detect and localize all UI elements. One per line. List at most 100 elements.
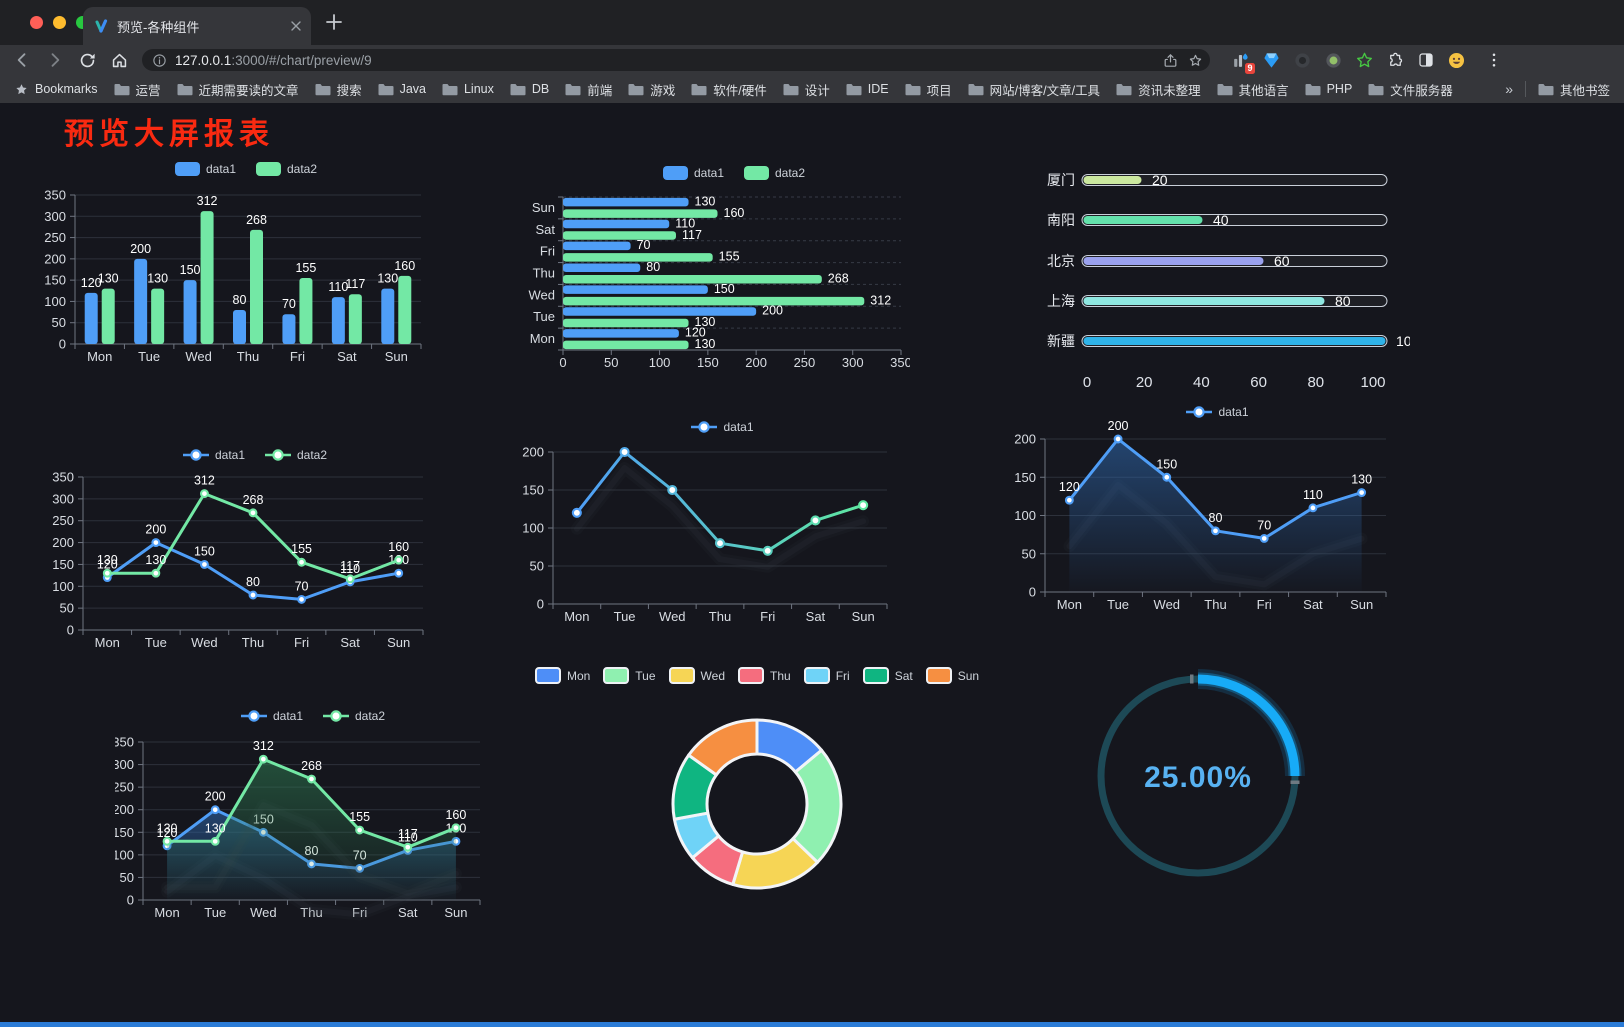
- green-circle-extension-icon[interactable]: [1324, 51, 1343, 70]
- bookmark-star-icon[interactable]: [1187, 52, 1204, 69]
- bookmark-folder[interactable]: 网站/博客/文章/工具: [968, 80, 1100, 99]
- bookmark-folder[interactable]: 其他语言: [1217, 80, 1289, 99]
- menu-dots-icon[interactable]: [1485, 51, 1503, 69]
- svg-text:155: 155: [349, 810, 370, 824]
- forward-button[interactable]: [45, 50, 65, 70]
- svg-text:130: 130: [145, 553, 166, 567]
- legend-swatch: [738, 667, 764, 684]
- legend-item[interactable]: data1: [182, 448, 245, 462]
- dark-reader-extension-icon[interactable]: [1417, 51, 1435, 69]
- dark-circle-extension-icon[interactable]: [1293, 51, 1312, 70]
- extension-badge: 9: [1244, 62, 1255, 74]
- svg-text:Thu: Thu: [1204, 597, 1226, 612]
- svg-text:40: 40: [1193, 374, 1210, 391]
- bookmark-folder[interactable]: IDE: [846, 82, 889, 96]
- legend-line-marker-icon: [240, 710, 267, 722]
- browser-tab[interactable]: 预览-各种组件: [83, 7, 311, 45]
- bookmark-folder[interactable]: 游戏: [628, 80, 675, 99]
- svg-text:120: 120: [97, 558, 118, 572]
- bookmark-folder[interactable]: 设计: [783, 80, 830, 99]
- bookmark-folder[interactable]: 搜索: [315, 80, 362, 99]
- svg-text:厦门: 厦门: [1047, 172, 1075, 188]
- home-button[interactable]: [110, 51, 129, 70]
- share-icon[interactable]: [1162, 52, 1179, 69]
- legend-item[interactable]: Tue: [603, 667, 656, 684]
- legend-item[interactable]: Fri: [803, 667, 850, 684]
- chart-legend[interactable]: data1 data2: [534, 166, 934, 180]
- legend-item[interactable]: data1: [240, 709, 303, 723]
- bookmark-folder[interactable]: DB: [510, 82, 549, 96]
- svg-text:Fri: Fri: [290, 349, 305, 364]
- green-star-extension-icon[interactable]: [1355, 51, 1374, 70]
- new-tab-button[interactable]: [324, 12, 344, 32]
- legend-item[interactable]: data2: [256, 162, 317, 176]
- chart-legend[interactable]: data1: [1015, 405, 1420, 419]
- svg-text:200: 200: [130, 242, 151, 256]
- svg-text:Thu: Thu: [533, 266, 555, 281]
- svg-text:150: 150: [697, 355, 719, 370]
- svg-text:Thu: Thu: [709, 609, 731, 624]
- svg-text:250: 250: [44, 230, 66, 245]
- svg-text:150: 150: [1156, 457, 1177, 471]
- legend-item[interactable]: Mon: [534, 667, 590, 684]
- chart-legend[interactable]: data1 data2: [65, 448, 445, 462]
- legend-item[interactable]: data2: [265, 448, 327, 462]
- tab-title: 预览-各种组件: [117, 19, 200, 35]
- bookmark-folder[interactable]: Linux: [442, 82, 494, 96]
- svg-text:Sat: Sat: [337, 349, 357, 364]
- bookmarks-overflow-chevron[interactable]: »: [1505, 81, 1513, 97]
- bookmark-folder[interactable]: 文件服务器: [1368, 80, 1453, 99]
- bookmark-folder[interactable]: 前端: [565, 80, 612, 99]
- svg-text:160: 160: [388, 540, 409, 554]
- back-button[interactable]: [12, 50, 32, 70]
- bookmarks-menu[interactable]: Bookmarks: [14, 82, 98, 97]
- extensions-puzzle-icon[interactable]: [1386, 51, 1405, 70]
- bottom-accent-bar: [0, 1022, 1624, 1027]
- legend-line-marker-icon: [182, 449, 209, 461]
- svg-text:120: 120: [1059, 480, 1080, 494]
- svg-text:155: 155: [295, 261, 316, 275]
- chart-legend[interactable]: data1 data2: [123, 709, 503, 723]
- svg-text:80: 80: [246, 575, 260, 589]
- bookmark-folder[interactable]: 资讯未整理: [1116, 80, 1201, 99]
- svg-text:Sat: Sat: [1303, 597, 1323, 612]
- chart-legend[interactable]: Mon Tue Wed Thu Fri Sat Sun: [534, 667, 979, 684]
- legend-item[interactable]: Sat: [862, 667, 913, 684]
- legend-item[interactable]: data2: [744, 166, 805, 180]
- svg-text:Wed: Wed: [185, 349, 212, 364]
- svg-text:0: 0: [1083, 374, 1091, 391]
- tab-close-icon[interactable]: [291, 21, 301, 31]
- minimize-window-button[interactable]: [53, 16, 66, 29]
- legend-item[interactable]: data1: [662, 166, 724, 180]
- address-bar[interactable]: 127.0.0.1:3000/#/chart/preview/9: [142, 49, 1210, 71]
- bookmark-folder[interactable]: Java: [378, 82, 426, 96]
- legend-item[interactable]: data1: [691, 420, 754, 434]
- svg-text:Mon: Mon: [87, 349, 112, 364]
- reload-button[interactable]: [78, 51, 97, 70]
- gradient-line-chart: 0 50 100 150 200 Mon Tue Wed Thu Fri Sat Sun data1: [505, 398, 900, 633]
- legend-item[interactable]: data1: [174, 162, 236, 176]
- legend-item[interactable]: Thu: [738, 667, 791, 684]
- svg-text:110: 110: [340, 562, 360, 576]
- bookmark-folder[interactable]: 软件/硬件: [691, 80, 767, 99]
- legend-item[interactable]: data2: [323, 709, 385, 723]
- other-bookmarks-folder[interactable]: 其他书签: [1538, 80, 1610, 99]
- bookmark-folder[interactable]: 近期需要读的文章: [177, 80, 299, 99]
- stats-extension-icon[interactable]: 9: [1231, 51, 1255, 74]
- bookmark-folder[interactable]: PHP: [1305, 82, 1352, 96]
- bookmark-folder[interactable]: 运营: [114, 80, 161, 99]
- site-info-icon[interactable]: [152, 53, 167, 68]
- legend-item[interactable]: data1: [1186, 405, 1249, 419]
- close-window-button[interactable]: [30, 16, 43, 29]
- chart-legend[interactable]: data1: [525, 420, 920, 434]
- legend-item[interactable]: Wed: [668, 667, 725, 684]
- legend-item[interactable]: Sun: [925, 667, 979, 684]
- svg-text:110: 110: [328, 280, 348, 294]
- avatar-emoji-icon[interactable]: [1447, 51, 1466, 70]
- gem-extension-icon[interactable]: [1262, 51, 1281, 70]
- chart-legend[interactable]: data1 data2: [51, 162, 441, 176]
- svg-text:150: 150: [1014, 470, 1036, 485]
- extensions-area: 9: [1231, 51, 1466, 74]
- bookmark-folder[interactable]: 项目: [905, 80, 952, 99]
- folder-icon: [442, 83, 458, 95]
